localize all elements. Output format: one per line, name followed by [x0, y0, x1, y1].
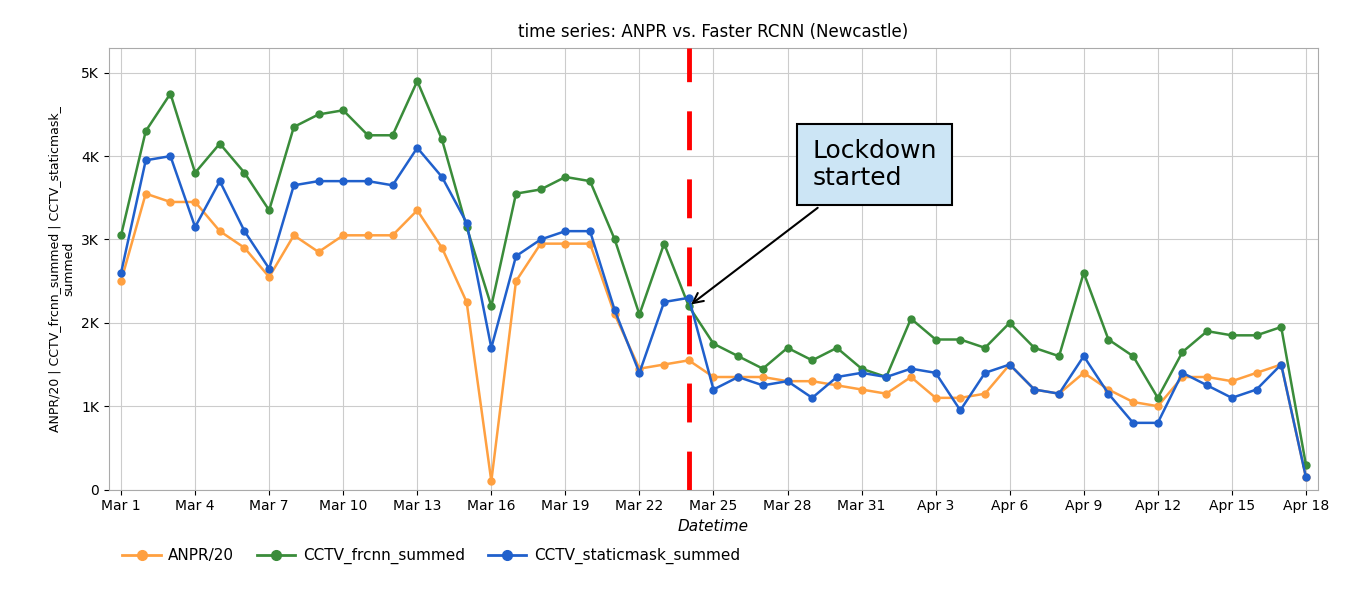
Title: time series: ANPR vs. Faster RCNN (Newcastle): time series: ANPR vs. Faster RCNN (Newca… [518, 23, 909, 41]
Text: Lockdown
started: Lockdown started [693, 139, 936, 303]
X-axis label: Datetime: Datetime [678, 519, 749, 534]
Y-axis label: ANPR/20 | CCTV_frcnn_summed | CCTV_staticmask_
summed: ANPR/20 | CCTV_frcnn_summed | CCTV_stati… [48, 106, 76, 432]
Legend: ANPR/20, CCTV_frcnn_summed, CCTV_staticmask_summed: ANPR/20, CCTV_frcnn_summed, CCTV_staticm… [117, 542, 746, 570]
